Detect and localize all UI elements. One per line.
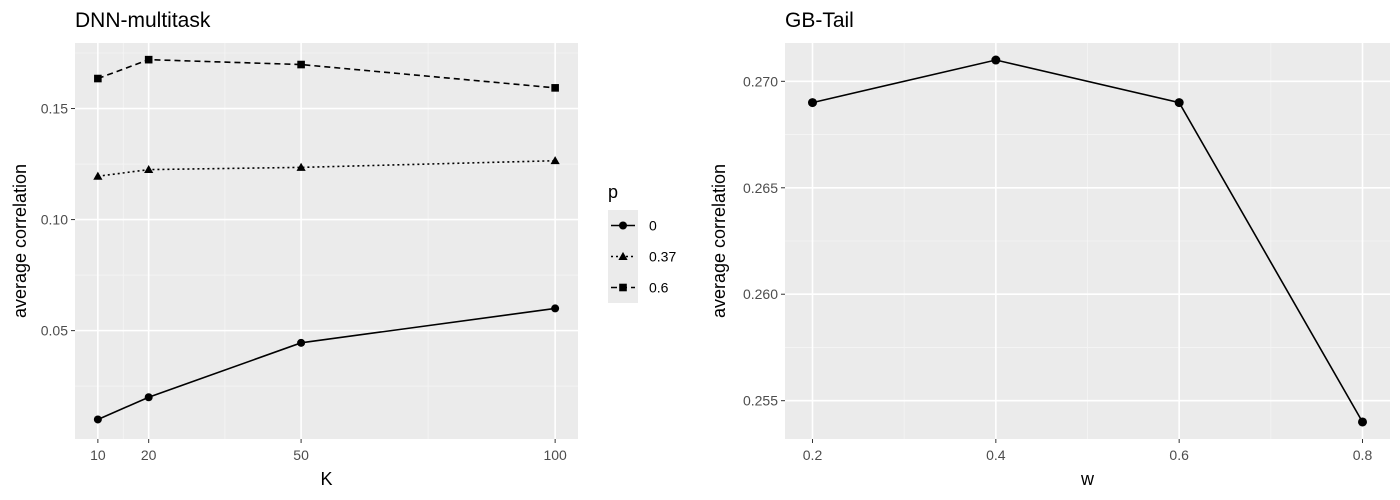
x-axis-ticks: 10 20 50 100 <box>90 439 567 463</box>
x-axis-title: K <box>320 469 332 489</box>
plot-background <box>75 43 578 439</box>
y-axis-title: average correlation <box>709 164 729 318</box>
data-point <box>991 55 1001 65</box>
y-axis-ticks: 0.255 0.260 0.265 0.270 <box>743 73 785 409</box>
y-tick-label: 0.270 <box>743 73 778 89</box>
y-tick-label: 0.15 <box>41 101 68 117</box>
data-point <box>551 304 560 313</box>
data-point <box>1174 98 1184 108</box>
data-point <box>296 162 306 171</box>
data-point <box>551 84 559 92</box>
legend-key-marker <box>619 221 627 230</box>
x-tick-label: 100 <box>543 447 567 463</box>
data-point <box>94 74 102 83</box>
legend-label: 0.6 <box>649 280 669 296</box>
data-point <box>144 164 154 174</box>
x-axis-title: w <box>1080 469 1095 489</box>
legend-title: p <box>608 182 618 202</box>
legend-key-marker <box>618 251 628 260</box>
x-tick-label: 20 <box>141 447 157 463</box>
x-tick-label: 0.6 <box>1169 447 1189 463</box>
legend-key-marker <box>619 283 627 292</box>
y-axis-title: average correlation <box>10 164 30 318</box>
chart-title: DNN-multitask <box>75 9 211 32</box>
series-line <box>97 159 556 178</box>
data-point <box>297 60 305 69</box>
x-tick-label: 0.8 <box>1353 447 1373 463</box>
data-series <box>93 55 560 424</box>
x-tick-label: 10 <box>90 447 106 463</box>
data-point <box>808 98 817 108</box>
legend-label: 0 <box>649 218 657 234</box>
y-tick-label: 0.260 <box>743 286 778 302</box>
data-point <box>144 393 153 402</box>
series-line <box>97 307 556 421</box>
chart-gb-tail: GB-Tail 0.2 0.4 0.6 0.8 0.255 0.260 0.265 0.27… <box>709 9 1390 489</box>
legend-label: 0.37 <box>649 249 676 265</box>
data-series <box>808 55 1367 427</box>
grid-lines <box>75 43 578 439</box>
data-point <box>550 156 560 165</box>
y-axis-ticks: 0.05 0.10 0.15 <box>41 101 75 339</box>
y-tick-label: 0.265 <box>743 180 778 196</box>
data-point <box>93 171 103 180</box>
legend-entries: 0 0.37 0.6 <box>608 210 676 303</box>
y-tick-label: 0.255 <box>743 393 778 409</box>
y-tick-label: 0.05 <box>41 323 68 339</box>
series-line <box>812 59 1364 423</box>
chart-title: GB-Tail <box>785 9 854 32</box>
series-line <box>97 58 556 89</box>
x-axis-ticks: 0.2 0.4 0.6 0.8 <box>803 439 1373 463</box>
legend: p 0 0.37 0.6 <box>608 182 676 303</box>
data-point <box>93 415 102 424</box>
x-tick-label: 50 <box>293 447 309 463</box>
x-tick-label: 0.2 <box>803 447 823 463</box>
data-point <box>297 338 306 347</box>
y-tick-label: 0.10 <box>41 212 68 228</box>
grid-lines <box>785 43 1390 439</box>
chart-dnn-multitask: DNN-multitask 10 20 50 100 0.05 0.10 0.15 K a… <box>10 9 578 489</box>
data-point <box>144 55 153 64</box>
data-point <box>1358 417 1367 427</box>
x-tick-label: 0.4 <box>986 447 1006 463</box>
